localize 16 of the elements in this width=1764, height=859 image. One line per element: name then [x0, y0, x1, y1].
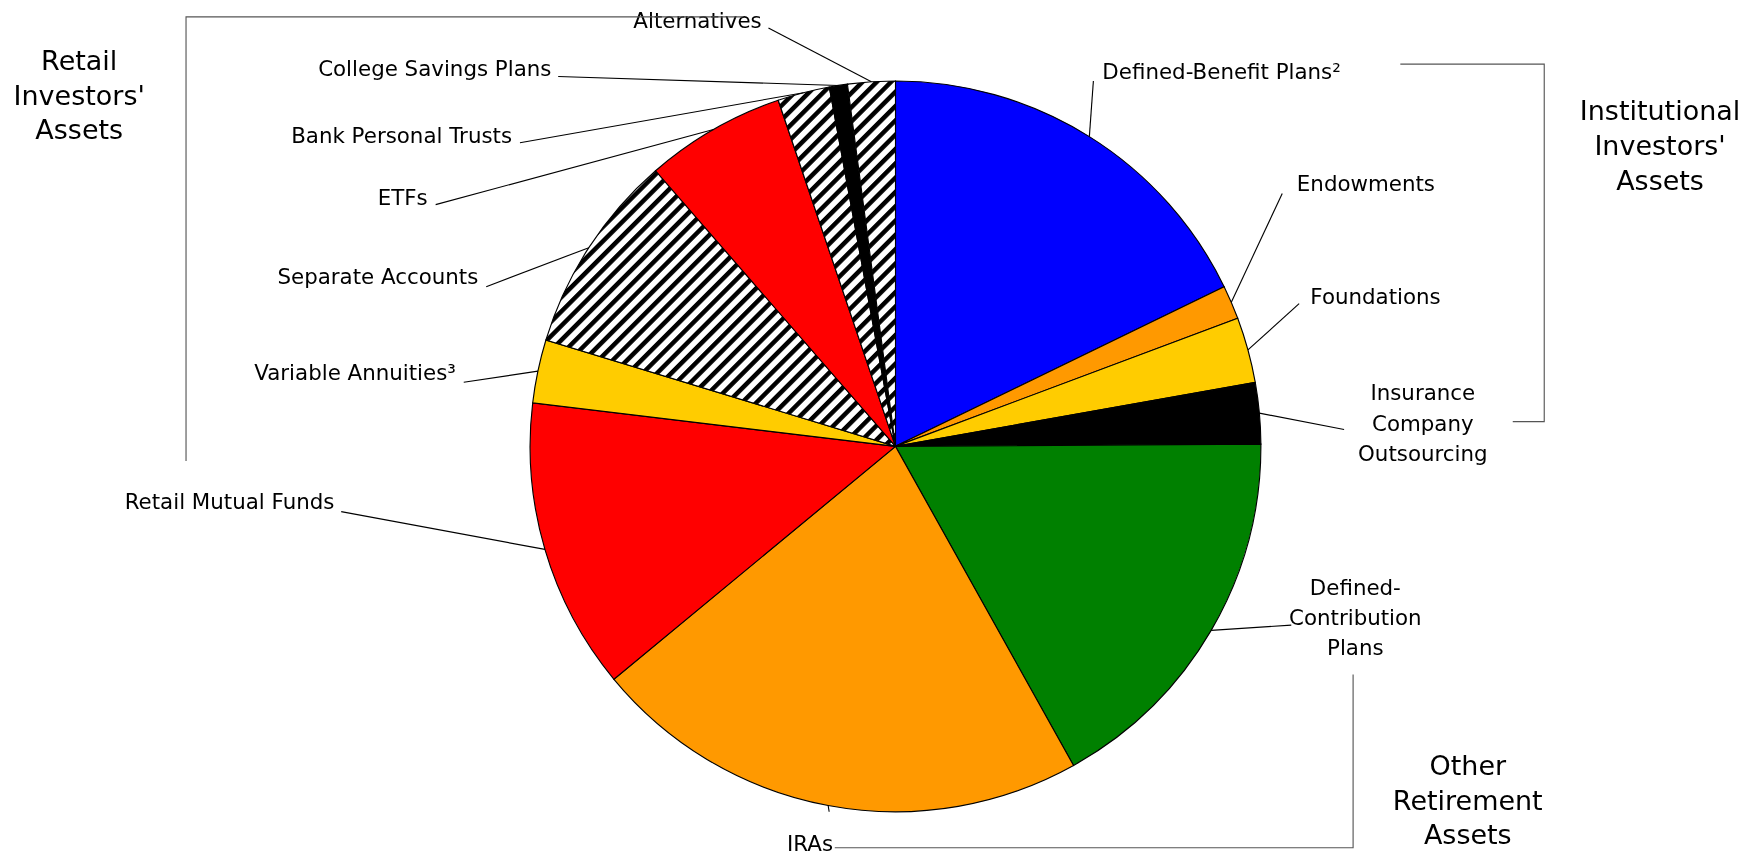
text: Retail Investors' Assets — [13, 44, 145, 146]
slice-label: Foundations — [1310, 283, 1441, 309]
slice-label: Bank Personal Trusts — [291, 122, 513, 148]
slice-label: Defined-Contribution Plans — [1289, 574, 1422, 661]
slice-label: IRAs — [787, 831, 834, 857]
slice-label: Alternatives — [633, 8, 762, 34]
text: Institutional Investors' Assets — [1579, 95, 1741, 197]
slice-label: Separate Accounts — [277, 264, 479, 290]
slice-label: ETFs — [377, 184, 428, 210]
slice-label: College Savings Plans — [318, 56, 552, 82]
slice-label: Retail Mutual Funds — [124, 489, 335, 515]
slice-label: Insurance Company Outsourcing — [1358, 380, 1488, 466]
slice-label: Endowments — [1296, 171, 1436, 197]
slice-label: Defined-Benefit Plans² — [1102, 58, 1341, 84]
slice-label: Variable Annuities³ — [254, 360, 456, 386]
text: Other Retirement Assets — [1392, 749, 1543, 851]
